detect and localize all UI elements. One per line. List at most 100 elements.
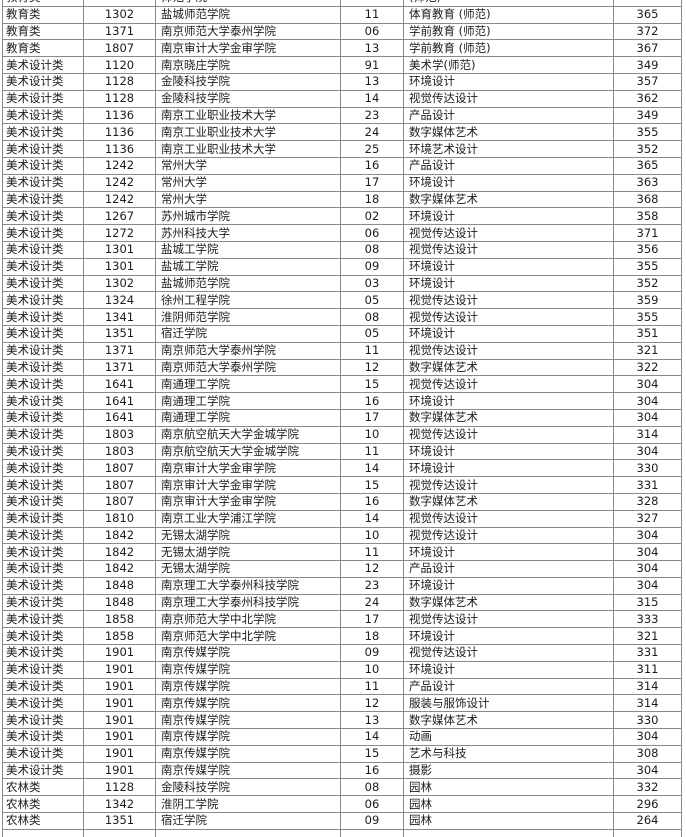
cell-school-code[interactable]: 1901 [83,761,156,780]
cell-category[interactable]: 美术设计类 [2,728,84,746]
cell-major-code[interactable]: 09 [340,257,404,276]
cell-major-code[interactable]: 12 [340,358,404,377]
cell-school-code[interactable]: 1807 [83,492,156,511]
cell-major-code[interactable]: 14 [340,459,404,478]
cell-score[interactable]: 363 [613,173,682,192]
cell-score[interactable]: 357 [613,72,682,91]
cell-category[interactable]: 美术设计类 [2,694,84,713]
cell-score[interactable]: 331 [613,476,682,494]
cell-score[interactable]: 332 [613,778,682,797]
cell-score[interactable]: 355 [613,308,682,326]
cell-major-code[interactable]: 02 [340,207,404,226]
cell-school-code[interactable]: 1351 [83,324,156,343]
cell-major-name[interactable]: 视觉传达设计 [403,610,614,629]
cell-category[interactable]: 美术设计类 [2,89,84,108]
cell-major-code[interactable]: 11 [340,341,404,360]
cell-category[interactable]: 美术设计类 [2,257,84,276]
cell-score[interactable]: 314 [613,425,682,444]
cell-major-name[interactable]: 摄影 [403,761,614,780]
cell-major-code[interactable]: 10 [340,526,404,545]
cell-school-name[interactable]: 常州大学 [155,173,341,192]
cell-major-name[interactable]: 环境设计 [403,72,614,91]
cell-category[interactable]: 美术设计类 [2,711,84,730]
cell-school-name[interactable]: 南京传媒学院 [155,677,341,696]
cell-major-name[interactable]: 环境设计 [403,442,614,461]
cell-school-code[interactable]: 1242 [83,190,156,209]
cell-major-name[interactable]: 环境设计 [403,274,614,293]
cell-school-name[interactable]: 盐城工学院 [155,257,341,276]
cell-major-name[interactable]: 环境艺术设计 [403,140,614,158]
cell-major-code[interactable]: 08 [340,778,404,797]
cell-major-code[interactable]: 11 [340,442,404,461]
cell-major-code[interactable]: 05 [340,291,404,310]
cell-major-name[interactable]: 视觉传达设计 [403,224,614,242]
cell-category[interactable]: 美术设计类 [2,274,84,293]
cell-major-name[interactable]: 艺术与科技 [403,744,614,763]
cell-category[interactable]: 美术设计类 [2,392,84,410]
cell-major-name[interactable]: 环境设计 [403,392,614,410]
cell-score[interactable]: 314 [613,694,682,713]
cell-category[interactable]: 美术设计类 [2,476,84,494]
cell-major-name[interactable]: 园林 [403,795,614,814]
cell-score[interactable]: 322 [613,358,682,377]
cell-major-code[interactable]: 23 [340,106,404,125]
cell-score[interactable]: 352 [613,140,682,158]
cell-major-name[interactable]: 环境设计 [403,207,614,226]
cell-score[interactable]: 362 [613,89,682,108]
cell-school-name[interactable]: 淮阴师范学院 [155,308,341,326]
cell-major-code[interactable]: 08 [340,308,404,326]
cell-school-name[interactable]: 徐州工程学院 [155,291,341,310]
cell-school-name[interactable]: 金陵科技学院 [155,89,341,108]
cell-school-name[interactable]: 南京航空航天大学金城学院 [155,425,341,444]
cell-category[interactable]: 美术设计类 [2,744,84,763]
cell-major-code[interactable]: 14 [340,89,404,108]
cell-school-code[interactable]: 1136 [83,140,156,158]
cell-major-code[interactable]: 24 [340,123,404,142]
cell-major-name[interactable]: 数字媒体艺术 [403,711,614,730]
cell-school-code[interactable]: 1641 [83,408,156,427]
cell-score[interactable]: 296 [613,795,682,814]
cell-major-name[interactable]: 园林 [403,778,614,797]
cell-category[interactable]: 美术设计类 [2,593,84,612]
cell-major-name[interactable]: 产品设计 [403,156,614,175]
cell-major-name[interactable]: 数字媒体艺术 [403,492,614,511]
cell-score[interactable]: 327 [613,509,682,528]
cell-score[interactable]: 304 [613,576,682,595]
cell-school-code[interactable]: 1128 [83,72,156,91]
cell-major-name[interactable]: 数字媒体艺术 [403,408,614,427]
cell-school-name[interactable]: 南京传媒学院 [155,660,341,679]
cell-major-code[interactable]: 16 [340,492,404,511]
cell-major-code[interactable]: 17 [340,408,404,427]
cell-school-code[interactable]: 1120 [83,56,156,74]
cell-school-name[interactable]: 南京审计大学金审学院 [155,39,341,58]
cell-school-name[interactable]: 盐城工学院 [155,240,341,259]
cell-score[interactable]: 355 [613,257,682,276]
cell-major-code[interactable]: 11 [340,543,404,562]
cell-major-name[interactable]: 视觉传达设计 [403,425,614,444]
cell-score[interactable]: 330 [613,459,682,478]
cell-score[interactable]: 358 [613,207,682,226]
cell-major-name[interactable]: 学前教育 (师范) [403,39,614,58]
cell-major-code[interactable]: 06 [340,22,404,41]
cell-category[interactable]: 美术设计类 [2,341,84,360]
cell-major-name[interactable]: 数字媒体艺术 [403,190,614,209]
cell-major-name[interactable]: 产品设计 [403,677,614,696]
cell-school-name[interactable]: 南京传媒学院 [155,711,341,730]
cell-school-code[interactable]: 1807 [83,39,156,58]
cell-category[interactable]: 美术设计类 [2,576,84,595]
cell-score[interactable]: 321 [613,627,682,646]
cell-category[interactable]: 美术设计类 [2,375,84,394]
cell-category[interactable]: 美术设计类 [2,459,84,478]
cell-major-name[interactable]: 产品设计 [403,560,614,578]
cell-major-code[interactable]: 09 [340,812,404,830]
cell-school-name[interactable]: 常州大学 [155,156,341,175]
cell-category[interactable]: 美术设计类 [2,644,84,662]
cell-school-code[interactable]: 1371 [83,358,156,377]
cell-school-name[interactable]: 南通理工学院 [155,392,341,410]
cell-major-code[interactable]: 16 [340,392,404,410]
cell-score[interactable]: 355 [613,123,682,142]
cell-school-code[interactable]: 1901 [83,744,156,763]
cell-major-code[interactable]: 23 [340,576,404,595]
cell-category[interactable]: 美术设计类 [2,358,84,377]
cell-score[interactable]: 264 [613,812,682,830]
